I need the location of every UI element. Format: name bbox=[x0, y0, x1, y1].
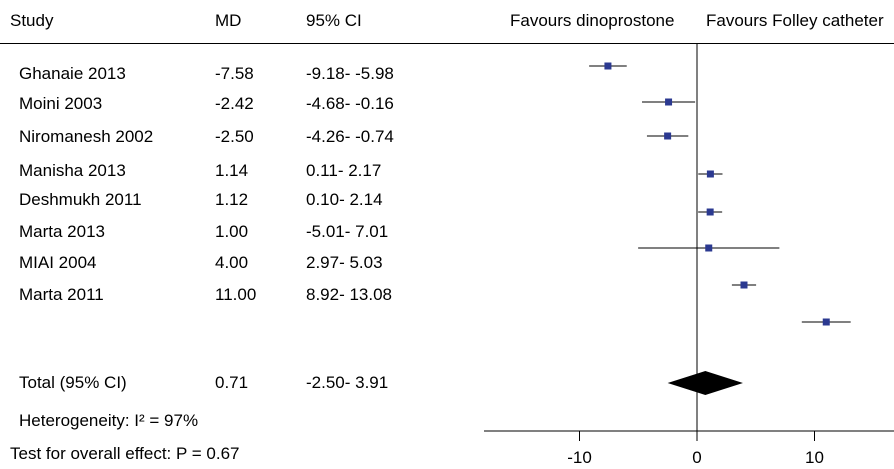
study-name: Deshmukh 2011 bbox=[19, 190, 142, 209]
header-study: Study bbox=[10, 11, 54, 30]
header-rule bbox=[0, 43, 894, 44]
overall-effect-text: Test for overall effect: P = 0.67 bbox=[10, 444, 240, 463]
study-name: Marta 2013 bbox=[19, 222, 105, 241]
study-name: Ghanaie 2013 bbox=[19, 64, 126, 83]
header-favours-left: Favours dinoprostone bbox=[510, 11, 675, 30]
study-ci: -9.18- -5.98 bbox=[306, 64, 394, 83]
study-name: Manisha 2013 bbox=[19, 161, 126, 180]
header-ci: 95% CI bbox=[306, 11, 362, 30]
heterogeneity-text: Heterogeneity: I² = 97% bbox=[19, 411, 199, 430]
study-md: 1.12 bbox=[215, 190, 249, 209]
study-md: 1.00 bbox=[215, 222, 249, 241]
study-md: -7.58 bbox=[215, 64, 254, 83]
total-ci: -2.50- 3.91 bbox=[306, 373, 389, 392]
study-md: 4.00 bbox=[215, 253, 249, 272]
study-name: Niromanesh 2002 bbox=[19, 127, 154, 146]
study-effect-marker bbox=[706, 170, 714, 178]
study-ci: -4.68- -0.16 bbox=[306, 94, 394, 113]
header-favours-right: Favours Folley catheter bbox=[706, 11, 884, 30]
study-name: MIAI 2004 bbox=[19, 253, 97, 272]
total-label: Total (95% CI) bbox=[19, 373, 127, 392]
study-md: -2.50 bbox=[215, 127, 254, 146]
total-md: 0.71 bbox=[215, 373, 249, 392]
study-md: 11.00 bbox=[215, 285, 257, 304]
study-effect-marker bbox=[822, 318, 830, 326]
x-tick-label: -10 bbox=[567, 448, 592, 467]
study-effect-marker bbox=[664, 132, 672, 140]
study-name: Moini 2003 bbox=[19, 94, 103, 113]
study-ci: 2.97- 5.03 bbox=[306, 253, 383, 272]
study-effect-marker bbox=[705, 244, 713, 252]
study-md: -2.42 bbox=[215, 94, 254, 113]
study-ci: -4.26- -0.74 bbox=[306, 127, 394, 146]
study-ci: 0.10- 2.14 bbox=[306, 190, 383, 209]
study-effect-marker bbox=[706, 208, 714, 216]
study-ci: -5.01- 7.01 bbox=[306, 222, 389, 241]
x-tick-label: 0 bbox=[692, 448, 701, 467]
study-effect-marker bbox=[665, 98, 673, 106]
study-md: 1.14 bbox=[215, 161, 249, 180]
header-md: MD bbox=[215, 11, 242, 30]
study-effect-marker bbox=[604, 62, 612, 70]
x-tick-label: 10 bbox=[805, 448, 824, 467]
study-ci: 0.11- 2.17 bbox=[306, 161, 382, 180]
study-name: Marta 2011 bbox=[19, 285, 104, 304]
study-effect-marker bbox=[740, 281, 748, 289]
pooled-effect-diamond bbox=[667, 371, 743, 395]
study-ci: 8.92- 13.08 bbox=[306, 285, 393, 304]
